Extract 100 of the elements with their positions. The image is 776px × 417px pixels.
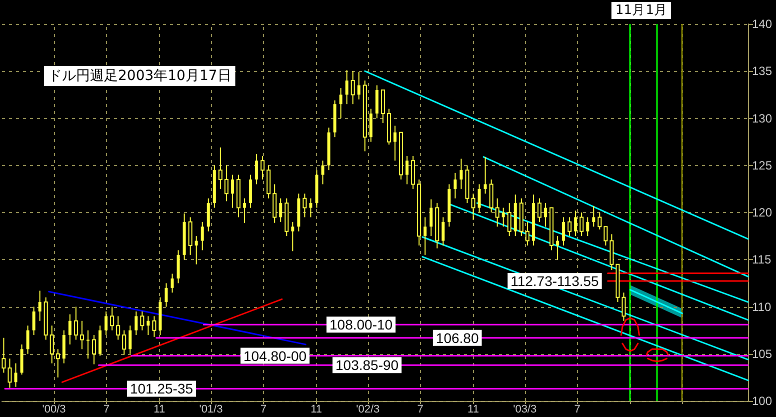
candlestick: [350, 70, 355, 105]
candlestick: [194, 236, 198, 265]
candlestick: [104, 310, 108, 336]
candlestick: [146, 316, 150, 336]
candlestick: [495, 198, 500, 228]
candlestick: [266, 164, 271, 199]
candlestick: [176, 250, 180, 284]
candlestick: [568, 216, 572, 237]
candlestick: [62, 330, 66, 364]
candlestick: [442, 216, 445, 246]
candlestick: [309, 198, 312, 218]
candlestick: [206, 198, 210, 232]
candlestick: [574, 210, 578, 237]
candlestick: [454, 172, 457, 199]
candlestick: [170, 273, 174, 294]
candlestick: [116, 316, 120, 340]
text: ドル円週足2003年10月17日: [48, 68, 232, 84]
candlestick: [586, 216, 590, 237]
x-tick-label: '01/3: [199, 404, 223, 416]
y-tick-label: 105: [752, 346, 772, 361]
candlestick: [164, 282, 168, 308]
candlestick: [562, 216, 566, 246]
candlestick: [406, 155, 409, 185]
candlestick: [525, 221, 530, 246]
candlestick: [86, 330, 90, 360]
x-tick-label: 11: [468, 404, 479, 416]
candlestick: [92, 334, 96, 365]
candlestick: [556, 236, 560, 260]
candlestick: [2, 337, 6, 374]
annotation: 112.73-113.55: [510, 273, 600, 290]
candlestick: [272, 184, 277, 224]
y-tick-label: 100: [752, 394, 772, 408]
y-tick-label: 120: [752, 206, 772, 220]
candlestick: [152, 316, 156, 338]
candlestick: [243, 198, 246, 224]
ref-line-label: 1月: [646, 3, 668, 18]
annotation: 106.80: [436, 330, 479, 346]
annotation: 108.00-10: [329, 316, 393, 333]
candlestick: [345, 70, 348, 105]
x-tick-label: '00/3: [42, 404, 66, 416]
candlestick: [128, 325, 132, 354]
candlestick: [20, 344, 24, 376]
y-tick-label: 110: [752, 300, 772, 314]
y-tick-label: 125: [752, 158, 772, 172]
candlestick: [369, 108, 372, 142]
x-tick-label: '03/3: [513, 404, 537, 416]
candlestick: [140, 310, 144, 331]
candlestick: [230, 174, 234, 208]
candlestick: [478, 184, 481, 213]
candlestick: [424, 216, 427, 256]
candlestick: [8, 358, 12, 388]
candlestick: [502, 207, 505, 228]
x-tick-label: 11: [310, 404, 322, 416]
candlestick: [255, 154, 258, 185]
candlestick: [260, 155, 265, 180]
candlestick: [430, 198, 433, 237]
candlestick: [188, 216, 192, 256]
candlestick: [507, 202, 512, 237]
candlestick: [74, 306, 78, 340]
line-series: [620, 317, 640, 336]
candlestick: [580, 212, 584, 237]
x-tick-label: 7: [417, 404, 424, 416]
candlestick: [38, 290, 42, 322]
candlestick: [14, 362, 18, 388]
candlestick: [357, 72, 360, 100]
candlestick: [291, 221, 294, 252]
candlestick: [537, 198, 542, 222]
annotation: 103.85-90: [336, 357, 399, 374]
candlestick: [489, 179, 494, 213]
candlestick: [544, 202, 547, 228]
candlestick: [122, 330, 126, 356]
candlestick: [592, 205, 596, 228]
candlestick: [110, 306, 114, 331]
candlestick: [68, 314, 72, 345]
candlestick: [218, 146, 222, 190]
x-tick-label: 7: [103, 404, 110, 416]
y-tick-label: 135: [752, 64, 772, 78]
candlestick: [339, 88, 342, 119]
y-tick-label: 115: [752, 252, 772, 267]
candlestick: [302, 193, 307, 218]
x-tick-label: 11: [154, 404, 166, 416]
candlestick: [375, 84, 378, 119]
y-tick-label: 130: [752, 111, 772, 126]
candlestick: [279, 198, 282, 222]
candlestick: [134, 310, 138, 336]
candlestick: [200, 221, 204, 251]
candlestick: [393, 125, 396, 162]
candlestick: [604, 226, 608, 246]
candlestick: [321, 160, 324, 185]
y-tick-label: 140: [752, 17, 772, 31]
candlestick: [224, 164, 228, 202]
x-tick-label: 7: [260, 404, 266, 416]
candlestick: [460, 158, 463, 190]
candlestick: [50, 325, 54, 364]
candlestick: [98, 325, 102, 356]
x-tick-label: '02/3: [356, 404, 380, 416]
annotation: 101.25-35: [130, 380, 194, 397]
annotation: 104.80-00: [244, 348, 307, 364]
candlestick: [32, 306, 36, 336]
ref-line-label: 11月: [615, 3, 645, 18]
